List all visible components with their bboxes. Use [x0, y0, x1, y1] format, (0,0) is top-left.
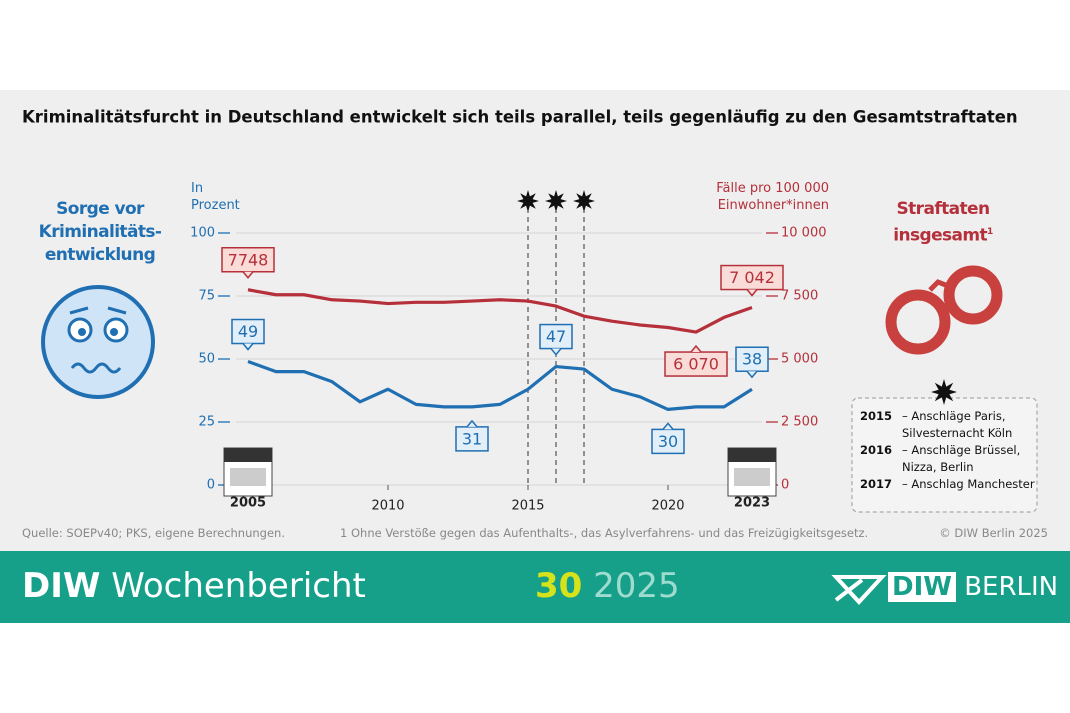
data-label-pointer [690, 344, 702, 353]
issue-year: 2025 [593, 566, 680, 606]
y-tick-label: 75 [198, 289, 215, 304]
footnote: 1 Ohne Verstöße gegen das Aufenthalts-, … [340, 526, 869, 540]
x-tick-label: 2010 [371, 499, 404, 514]
calendar-top [728, 448, 776, 462]
x-tick-label: 2020 [651, 499, 684, 514]
y-tick-label: 25 [198, 415, 215, 430]
series-line [247, 360, 753, 411]
data-label-pointer [746, 289, 758, 297]
data-label-box [539, 323, 573, 350]
logo-text: DIW BERLIN [888, 572, 1058, 602]
logo-diw: DIW [888, 572, 956, 602]
handcuffs-icon [885, 265, 1003, 355]
calendar-body [734, 468, 770, 486]
y2-axis-label: Fälle pro 100 000 Einwohner*innen [716, 181, 829, 213]
data-label: 38 [742, 350, 762, 369]
issue-number: 30 [535, 566, 583, 606]
footer-title: DIW Wochenbericht [22, 566, 366, 606]
worried-face-icon [41, 285, 155, 399]
y-tick-label: 0 [207, 478, 215, 493]
y2-tick-label: 7 500 [781, 289, 818, 304]
data-label: 30 [658, 432, 678, 451]
data-label-box [221, 247, 275, 273]
y2-tick-label: 2 500 [781, 415, 818, 430]
y2-tick-label: 0 [781, 478, 789, 493]
series-name: Straftaten insgesamt [893, 199, 990, 246]
data-label-pointer [550, 348, 562, 356]
data-label-box [735, 346, 769, 372]
y2-tick-label: 5 000 [781, 352, 818, 367]
data-label-pointer [242, 271, 254, 279]
event-marker [517, 190, 539, 212]
event-year: 2017 [860, 477, 893, 491]
data-label: 7748 [228, 250, 269, 269]
data-label: 7 042 [729, 268, 775, 287]
data-label-pointer [466, 419, 478, 428]
diw-logo-mark [831, 575, 887, 605]
x-tick-label: 2015 [511, 499, 544, 514]
calendar-body [230, 468, 266, 486]
copyright: © DIW Berlin 2025 [939, 526, 1048, 540]
event-marker [573, 190, 595, 212]
source: Quelle: SOEPv40; PKS, eigene Berechnunge… [22, 526, 285, 540]
footnote-marker: 1 [987, 227, 993, 237]
y-axis-label: In Prozent [191, 181, 240, 213]
event-marker [545, 190, 567, 212]
event-entry: 2017 – Anschlag Manchester [860, 476, 1036, 493]
data-label-box [231, 318, 265, 345]
series-line [247, 288, 753, 334]
series-label-fear: Sorge vor Kriminalitäts-entwicklung [38, 199, 162, 265]
y2-tick-label: 10 000 [781, 226, 827, 241]
events-legend: 2015 – Anschläge Paris, Silvesternacht Kö… [860, 408, 1036, 493]
data-label-box [664, 351, 728, 377]
data-label: 47 [546, 327, 566, 346]
y-tick-label: 100 [190, 226, 215, 241]
series-label-crime: Straftaten insgesamt1 [880, 198, 1006, 248]
event-label: – Anschlag Manchester [902, 477, 1035, 491]
events-legend-marker [931, 379, 957, 405]
event-label: – Anschläge Brüssel, Nizza, Berlin [902, 443, 1021, 474]
event-label: – Anschläge Paris, Silvesternacht Köln [902, 409, 1013, 440]
publication: Wochenbericht [111, 566, 366, 606]
calendar-top [224, 448, 272, 462]
data-label-box [651, 428, 685, 455]
data-label: 6 070 [673, 355, 719, 374]
event-entry: 2015 – Anschläge Paris, Silvesternacht Kö… [860, 408, 1036, 442]
x-tick-label: 2005 [230, 496, 266, 511]
title: Kriminalitätsfurcht in Deutschland entwi… [22, 108, 1018, 127]
event-year: 2016 [860, 443, 893, 457]
event-entry: 2016 – Anschläge Brüssel, Nizza, Berlin [860, 442, 1036, 476]
logo-berlin: BERLIN [964, 572, 1059, 602]
data-label-pointer [662, 422, 674, 430]
issue: 30 2025 [535, 566, 680, 606]
event-year: 2015 [860, 409, 893, 423]
data-label-pointer [242, 343, 254, 351]
data-label: 49 [238, 322, 258, 341]
brand: DIW [22, 566, 101, 606]
data-label-box [720, 264, 784, 291]
x-tick-label: 2023 [734, 496, 770, 511]
y-tick-label: 50 [198, 352, 215, 367]
data-label-pointer [746, 370, 758, 379]
data-label: 31 [462, 429, 482, 448]
